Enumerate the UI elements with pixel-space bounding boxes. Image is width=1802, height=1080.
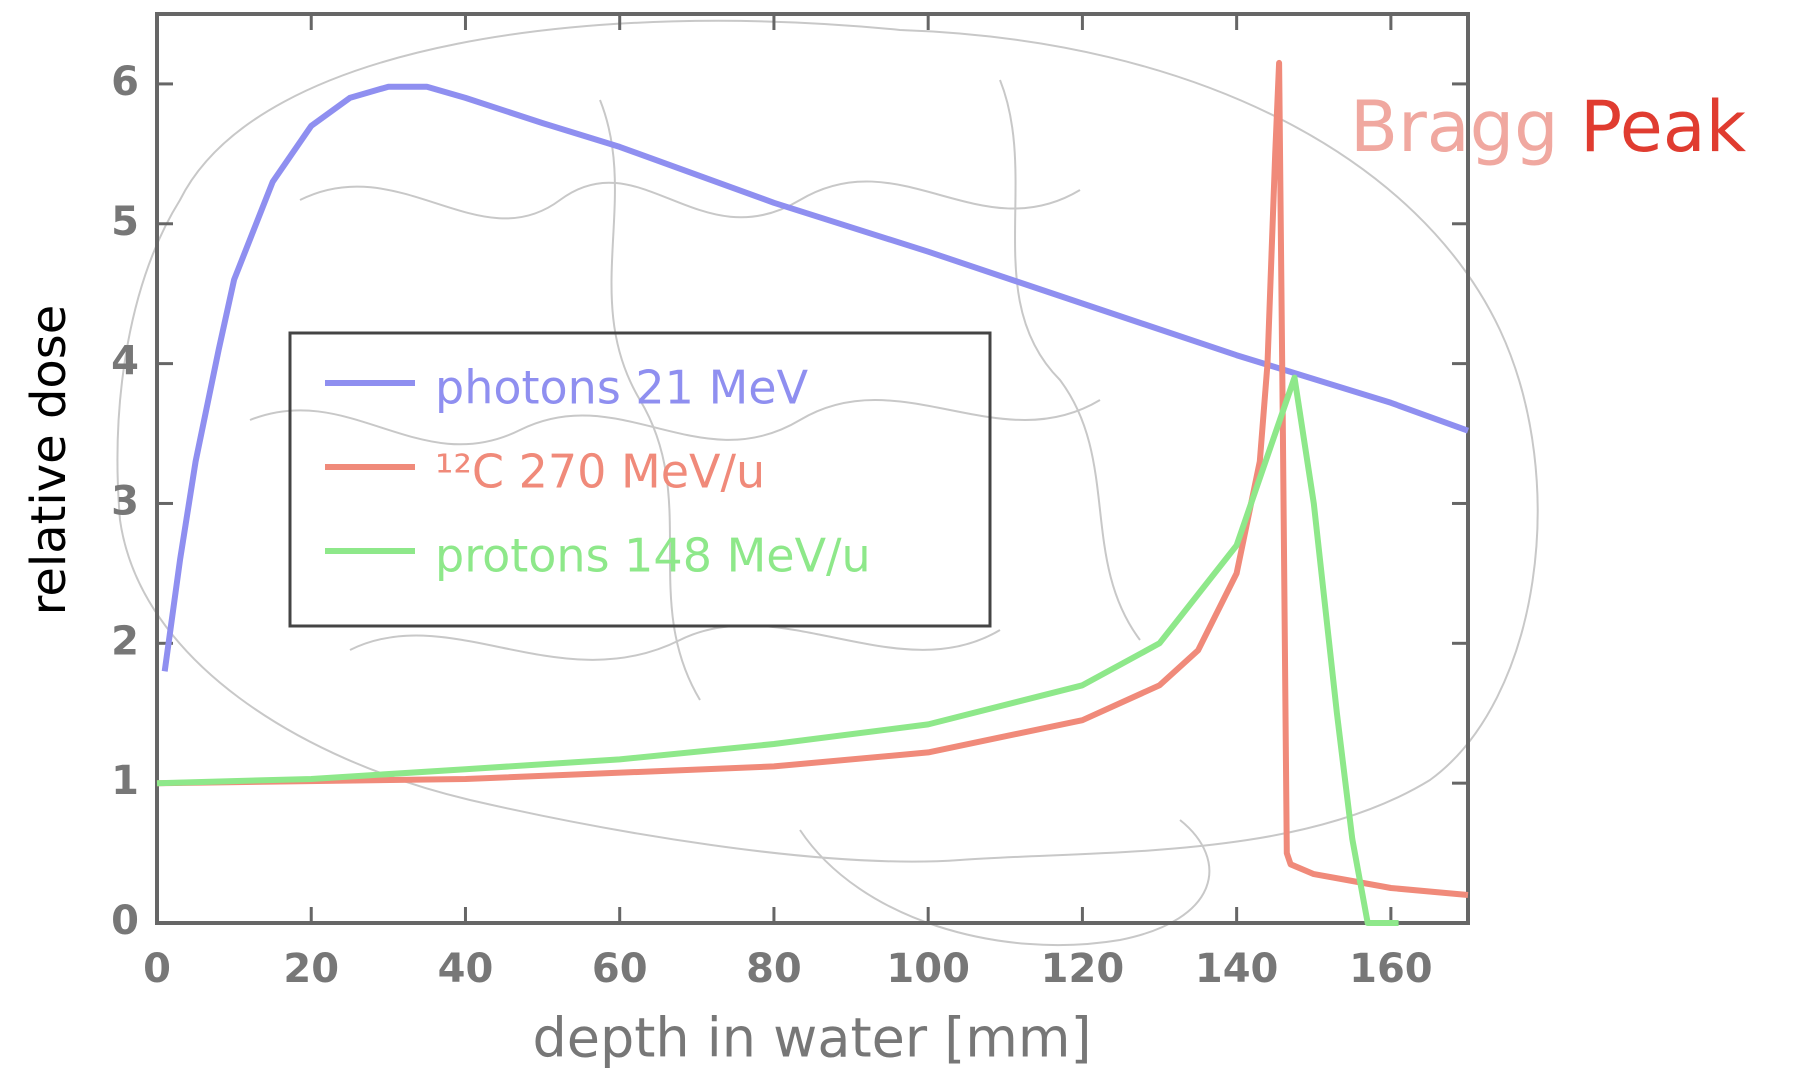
series-line [161,83,1470,672]
plot-frame [155,12,1470,925]
brain-background [116,19,1539,946]
x-tick-label: 120 [1041,946,1125,992]
y-tick-label: 0 [111,898,139,944]
x-tick-label: 60 [592,946,648,992]
legend-box [288,331,992,628]
x-tick-label: 80 [746,946,802,992]
y-tick-label: 2 [111,618,139,664]
x-tick-label: 20 [283,946,339,992]
series-line [156,59,1469,898]
legend-label: protons 148 MeV/u [435,529,871,583]
y-tick-label: 1 [111,758,139,804]
annotation-bragg: Bragg [1350,86,1559,168]
y-tick-label: 3 [111,478,139,524]
x-tick-label: 40 [438,946,494,992]
y-tick-label: 5 [111,199,139,245]
x-axis-label: depth in water [mm] [532,1007,1091,1070]
series-line [156,374,1399,926]
y-axis-label: relative dose [21,305,77,616]
annotation-peak: Peak [1580,86,1747,168]
y-tick-label: 4 [111,339,139,385]
legend-label: photons 21 MeV [435,361,809,415]
x-tick-label: 0 [143,946,171,992]
x-tick-label: 100 [886,946,970,992]
x-tick-label: 140 [1195,946,1279,992]
y-tick-label: 6 [111,59,139,105]
x-tick-label: 160 [1349,946,1433,992]
legend-label: ¹²C 270 MeV/u [435,445,765,499]
